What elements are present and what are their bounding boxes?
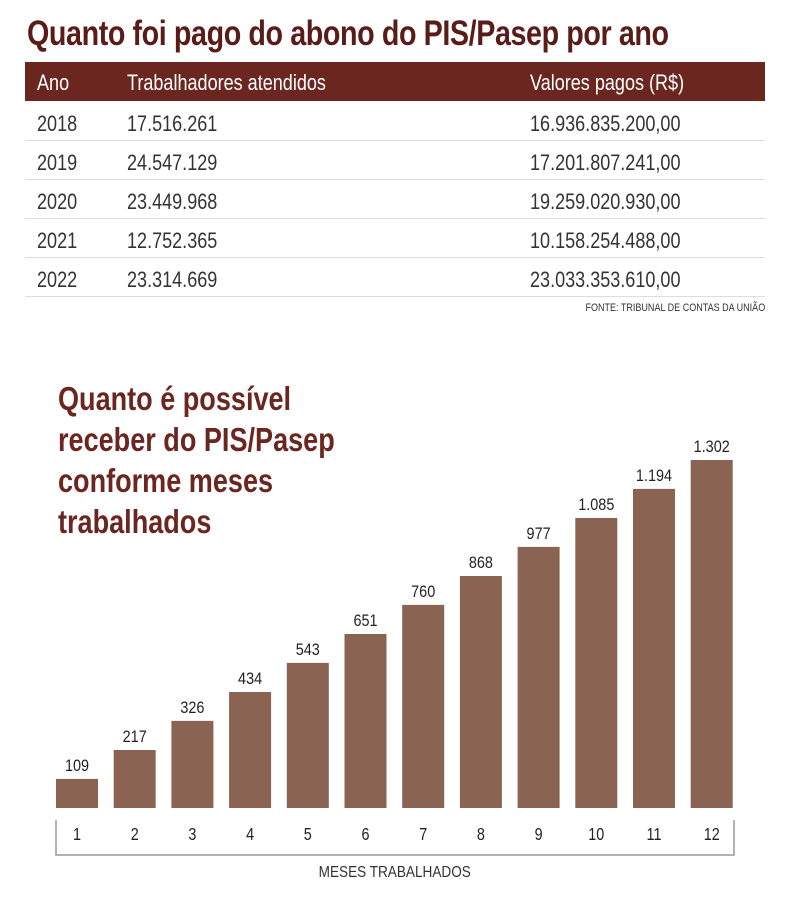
table-title: Quanto foi pago do abono do PIS/Pasep po…: [27, 14, 800, 54]
cell-trabalhadores: 12.752.365: [127, 228, 218, 253]
cell-trabalhadores: 24.547.129: [127, 150, 218, 175]
x-tick-label: 3: [188, 825, 196, 845]
table-row: 2022 23.314.669 23.033.353.610,00: [25, 258, 765, 297]
bar-value-label: 1.085: [578, 496, 614, 514]
chart-title-line: conforme meses: [58, 462, 274, 499]
bar: [633, 488, 675, 808]
cell-ano: 2021: [37, 228, 78, 253]
chart-title: Quanto é possível receber do PIS/Pasep c…: [58, 378, 396, 542]
bar-value-label: 651: [353, 612, 377, 630]
cell-valores: 10.158.254.488,00: [530, 228, 681, 253]
cell-ano: 2020: [37, 189, 78, 214]
bar: [690, 460, 733, 808]
header-ano: Ano: [37, 70, 70, 95]
bar: [171, 720, 214, 808]
x-tick-label: 10: [588, 825, 604, 845]
x-tick-label: 9: [535, 825, 543, 845]
x-tick-label: 4: [246, 825, 254, 845]
header-trabalhadores: Trabalhadores atendidos: [127, 70, 326, 95]
source-note: FONTE: TRIBUNAL DE CONTAS DA UNIÃO: [546, 302, 765, 314]
cell-ano: 2019: [37, 150, 78, 175]
cell-ano: 2018: [37, 111, 78, 136]
bar: [575, 518, 618, 808]
bar: [402, 604, 445, 808]
bar-value-label: 434: [238, 670, 262, 688]
x-tick-label: 2: [131, 825, 139, 845]
x-tick-label: 12: [704, 825, 720, 845]
table-header: Ano Trabalhadores atendidos Valores pago…: [25, 62, 765, 101]
bar-value-label: 760: [411, 583, 435, 601]
x-tick-label: 8: [477, 825, 485, 845]
cell-valores: 17.201.807.241,00: [530, 150, 681, 175]
x-tick-label: 6: [361, 825, 369, 845]
table-title-text: Quanto foi pago do abono do PIS/Pasep po…: [27, 14, 669, 53]
bar-value-label: 1.302: [694, 438, 730, 456]
table-row: 2020 23.449.968 19.259.020.930,00: [25, 180, 765, 219]
x-tick-label: 11: [647, 825, 662, 845]
bar: [56, 778, 98, 808]
bar: [113, 750, 156, 808]
bar-value-label: 1.194: [636, 467, 672, 485]
bar: [517, 546, 560, 808]
x-tick-label: 7: [419, 825, 427, 845]
bar-value-label: 868: [469, 554, 493, 572]
header-valores: Valores pagos (R$): [530, 70, 685, 95]
chart-title-line: trabalhados: [58, 503, 212, 540]
cell-valores: 19.259.020.930,00: [530, 189, 681, 214]
x-tick-label: 5: [304, 825, 312, 845]
table-row: 2018 17.516.261 16.936.835.200,00: [25, 102, 765, 141]
bar-value-label: 109: [65, 757, 89, 775]
bar: [286, 662, 329, 808]
bar: [229, 692, 272, 808]
cell-trabalhadores: 17.516.261: [127, 111, 218, 136]
table-row: 2019 24.547.129 17.201.807.241,00: [25, 141, 765, 180]
cell-valores: 16.936.835.200,00: [530, 111, 681, 136]
bar: [459, 576, 502, 808]
bar-value-label: 543: [296, 641, 320, 659]
x-axis-label: MESES TRABALHADOS: [319, 864, 471, 881]
table-row: 2021 12.752.365 10.158.254.488,00: [25, 219, 765, 258]
cell-trabalhadores: 23.314.669: [127, 267, 218, 292]
bar-value-label: 217: [123, 728, 147, 746]
source-text: FONTE: TRIBUNAL DE CONTAS DA UNIÃO: [585, 302, 765, 314]
cell-trabalhadores: 23.449.968: [127, 189, 218, 214]
bar-value-label: 977: [527, 525, 551, 543]
chart-title-line: receber do PIS/Pasep: [58, 421, 335, 458]
bar: [344, 634, 387, 808]
cell-valores: 23.033.353.610,00: [530, 267, 681, 292]
cell-ano: 2022: [37, 267, 78, 292]
x-tick-label: 1: [73, 825, 81, 845]
chart-title-line: Quanto é possível: [58, 380, 292, 417]
x-axis-bracket: [55, 820, 735, 856]
bar-value-label: 326: [180, 699, 204, 717]
